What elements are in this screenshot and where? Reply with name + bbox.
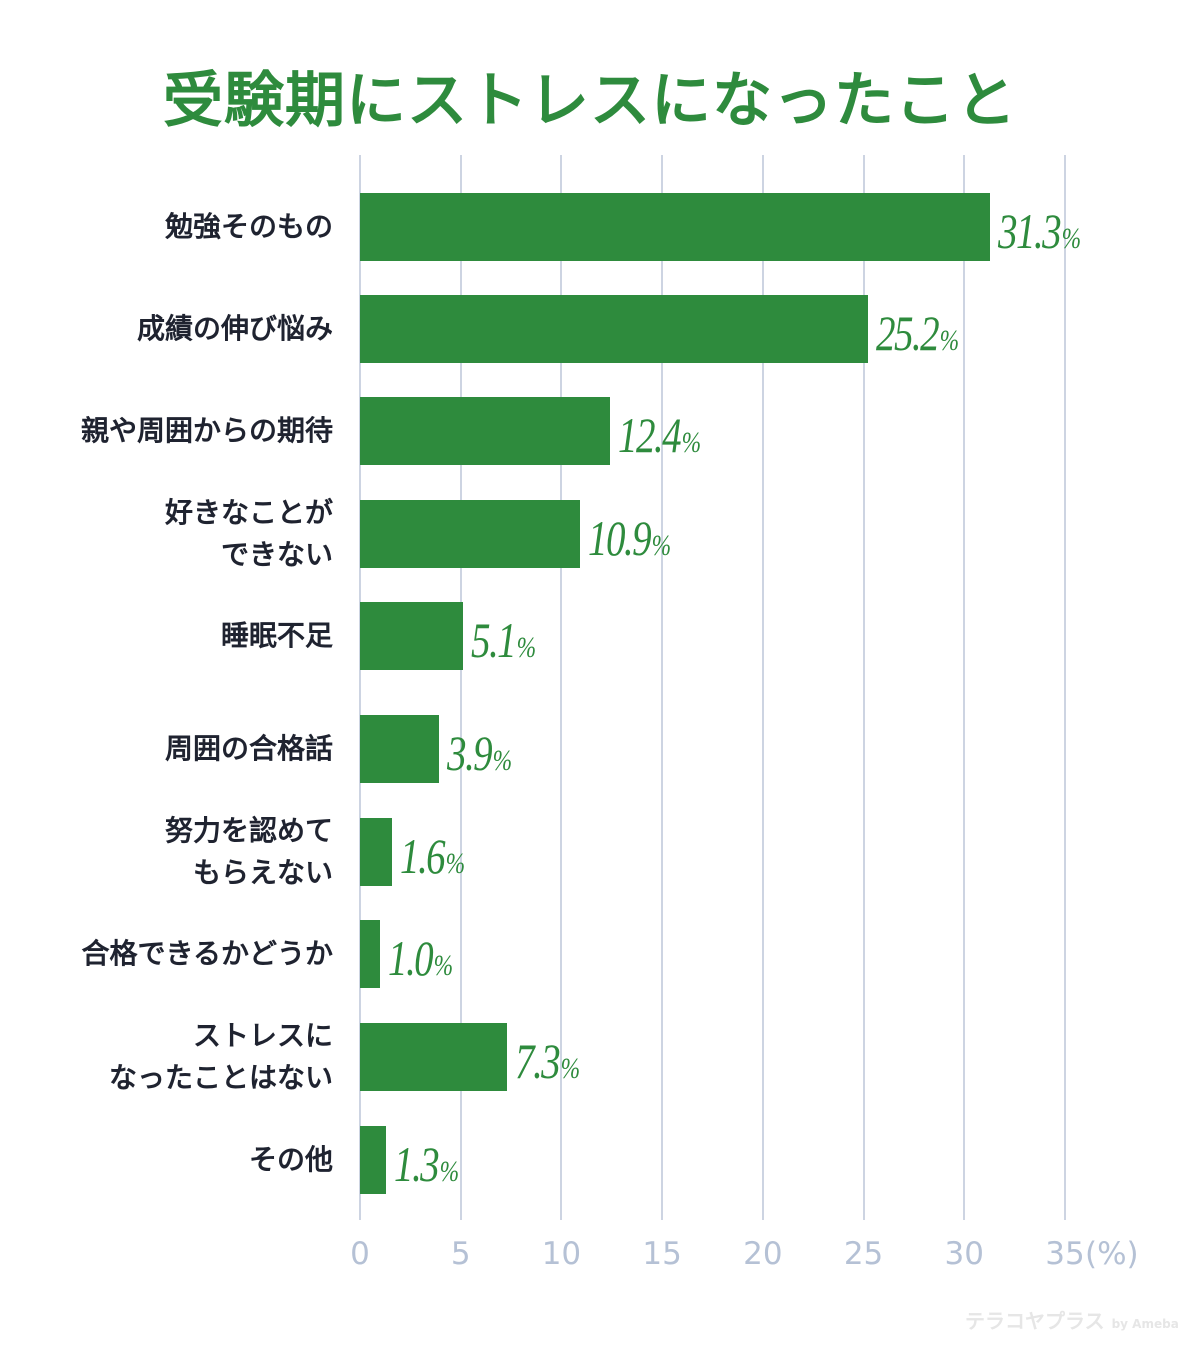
gridline: [1064, 155, 1066, 1220]
bar: [360, 193, 991, 261]
bar: [360, 1023, 508, 1091]
x-tick-label: 30: [944, 1236, 985, 1272]
value-number: 1.3: [394, 1136, 440, 1192]
category-label: 合格できるかどうか: [82, 933, 333, 975]
category-label: その他: [249, 1139, 333, 1181]
x-tick-label: 10: [541, 1236, 582, 1272]
x-tick-label: 20: [743, 1236, 783, 1272]
category-label-line: 好きなことが: [164, 496, 333, 529]
value-percent-sign: %: [681, 426, 701, 459]
bar: [360, 295, 868, 363]
bar: [360, 397, 610, 465]
category-label-line: 睡眠不足: [220, 619, 333, 652]
value-label: 1.6%: [400, 827, 465, 885]
value-number: 3.9: [446, 725, 493, 781]
value-label: 1.3%: [394, 1135, 459, 1193]
category-label: 親や周囲からの期待: [81, 410, 333, 452]
gridline: [661, 155, 664, 1220]
category-label-line: 勉強そのもの: [164, 210, 333, 243]
value-percent-sign: %: [492, 744, 512, 777]
value-percent-sign: %: [433, 949, 454, 982]
category-label: ストレスになったことはない: [109, 1015, 333, 1099]
watermark-main: テラコヤプラス: [965, 1309, 1105, 1333]
bar: [360, 920, 381, 988]
bar: [360, 602, 463, 670]
category-label: 周囲の合格話: [165, 728, 333, 770]
watermark-sub: by Ameba: [1111, 1317, 1179, 1331]
category-label-line: なったことはない: [108, 1061, 333, 1094]
category-label-line: 成績の伸び悩み: [136, 312, 333, 345]
gridline: [862, 155, 865, 1220]
chart-title: 受験期にストレスになったこと: [163, 66, 1017, 136]
value-percent-sign: %: [560, 1052, 581, 1085]
category-label-line: 親や周囲からの期待: [80, 414, 333, 447]
value-percent-sign: %: [651, 529, 671, 562]
category-label: 勉強そのもの: [165, 206, 333, 248]
category-label: 睡眠不足: [221, 615, 333, 657]
x-tick-label: 5: [450, 1236, 471, 1272]
watermark-logo: テラコヤプラス by Ameba: [965, 1305, 1179, 1334]
value-label: 12.4%: [618, 406, 701, 464]
category-label: 努力を認めてもらえない: [165, 810, 333, 894]
category-label-line: ストレスに: [192, 1019, 333, 1052]
category-label: 好きなことができない: [165, 492, 333, 576]
value-label: 10.9%: [588, 509, 671, 567]
bar: [360, 715, 439, 783]
value-percent-sign: %: [939, 324, 959, 357]
x-tick-label: 35: [1045, 1236, 1085, 1272]
value-number: 31.3: [998, 203, 1062, 259]
value-percent-sign: %: [439, 1155, 460, 1188]
x-axis-unit-label: (%): [1085, 1236, 1139, 1272]
value-number: 10.9: [587, 510, 652, 566]
gridline: [459, 155, 462, 1220]
value-label: 1.0%: [388, 929, 453, 987]
gridline: [963, 155, 966, 1220]
category-label-line: 周囲の合格話: [164, 732, 333, 765]
value-number: 25.2: [875, 305, 940, 361]
category-label-line: できない: [220, 538, 333, 571]
x-tick-label: 0: [350, 1236, 370, 1272]
x-tick-label: 15: [642, 1236, 682, 1272]
value-number: 7.3: [515, 1033, 561, 1089]
value-number: 1.6: [400, 828, 446, 884]
value-number: 1.0: [388, 930, 434, 986]
bar: [360, 1126, 387, 1194]
bar: [360, 818, 393, 886]
value-label: 7.3%: [515, 1032, 580, 1090]
value-label: 5.1%: [471, 611, 536, 669]
value-number: 12.4: [617, 407, 682, 463]
value-label: 25.2%: [876, 304, 959, 362]
x-tick-label: 25: [843, 1236, 884, 1272]
value-percent-sign: %: [1062, 222, 1082, 255]
category-label: 成績の伸び悩み: [137, 308, 333, 350]
value-percent-sign: %: [516, 631, 536, 664]
category-label-line: 合格できるかどうか: [81, 937, 333, 970]
gridline: [761, 155, 764, 1220]
value-percent-sign: %: [445, 847, 466, 880]
category-label-line: もらえない: [192, 856, 333, 889]
value-number: 5.1: [470, 612, 517, 668]
category-label-line: その他: [248, 1143, 333, 1176]
gridline: [560, 155, 563, 1220]
category-label-line: 努力を認めて: [164, 814, 333, 847]
bar: [360, 500, 580, 568]
value-label: 3.9%: [447, 724, 512, 782]
gridline: [359, 155, 361, 1220]
value-label: 31.3%: [998, 202, 1081, 260]
